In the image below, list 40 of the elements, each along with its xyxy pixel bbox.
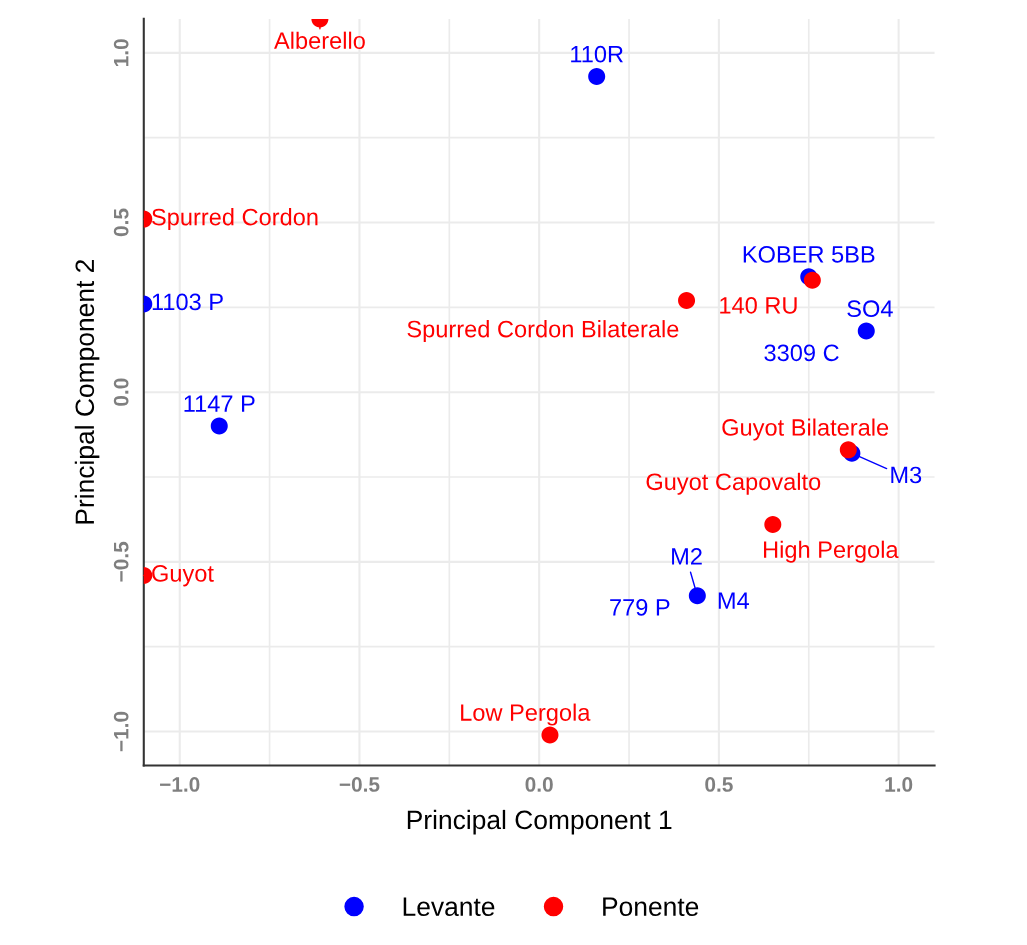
annotation: Low Pergola: [461, 703, 591, 726]
annotation: M3: [891, 466, 922, 484]
x-tick-label: 0.0: [525, 777, 553, 792]
point: [688, 587, 706, 605]
annotation: KOBER 5BB: [743, 246, 875, 263]
y-tick-label: −0.5: [113, 541, 129, 582]
annotation: Guyot: [152, 565, 214, 587]
annotation: M4: [718, 592, 749, 609]
point: [678, 292, 696, 310]
y-axis-title: Principal Component 2: [74, 260, 100, 524]
annotation: Spurred Cordon Bilaterale: [407, 320, 679, 343]
annotation: 779 P: [610, 598, 670, 616]
annotation: 140 RU: [720, 296, 797, 314]
x-tick-label: −0.5: [339, 777, 380, 792]
x-axis-title: Principal Component 1: [407, 809, 672, 835]
x-tick-label: −1.0: [160, 777, 200, 792]
annotation: Guyot Bilaterale: [722, 418, 889, 441]
point: [857, 322, 875, 340]
legend-label: Levante: [403, 897, 495, 917]
annotation: Guyot Capovalto: [646, 472, 821, 495]
annotation: 110R: [571, 45, 623, 63]
y-tick-label: 1.0: [113, 39, 129, 66]
annotation: Alberello: [274, 31, 365, 49]
point: [541, 726, 559, 744]
y-tick-label: 0.0: [113, 378, 129, 406]
x-tick-label: 1.0: [885, 777, 913, 792]
annotation: 1103 P: [152, 293, 223, 311]
annotation: Spurred Cordon: [152, 208, 318, 231]
annotation: High Pergola: [764, 540, 899, 563]
point: [839, 441, 857, 459]
y-tick-label: 0.5: [113, 208, 129, 237]
annotation: SO4: [847, 300, 893, 318]
legend-label: Ponente: [603, 897, 699, 917]
y-tick-label: −1.0: [113, 711, 129, 752]
x-tick-label: 0.5: [705, 777, 733, 792]
annotation: 1147 P: [184, 395, 255, 412]
annotation: M2: [672, 548, 702, 565]
point: [588, 68, 606, 86]
annotation: 3309 C: [764, 344, 839, 362]
point: [764, 516, 782, 534]
